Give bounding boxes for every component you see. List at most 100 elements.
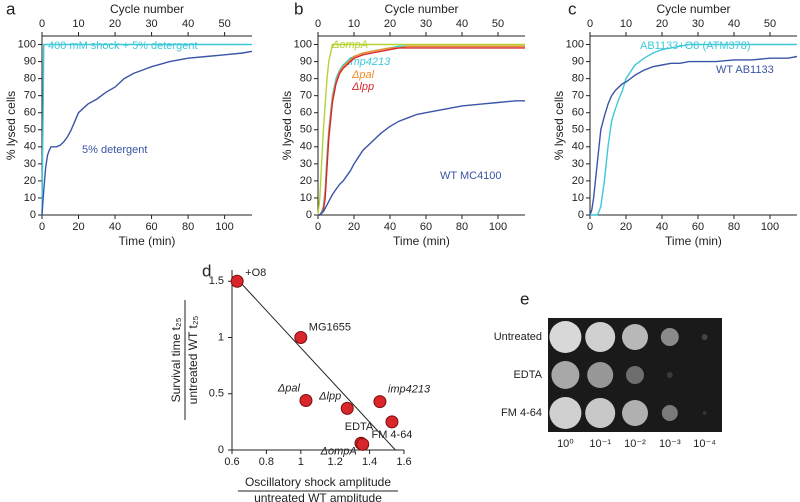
data-point	[373, 395, 387, 409]
x-axis-label: Time (min)	[665, 234, 722, 248]
point-label: Δpal	[277, 382, 301, 394]
y-tick-label: 60	[24, 107, 36, 119]
y-tick-label: 70	[300, 90, 312, 102]
colony-spot	[549, 321, 582, 353]
series-line	[589, 55, 798, 216]
panel-label: a	[6, 0, 16, 18]
y-tick-label: 50	[572, 124, 584, 136]
y-axis-label: % lysed cells	[4, 91, 18, 160]
colony-spot	[626, 366, 644, 384]
x2-tick-label: 40	[728, 18, 740, 30]
x2-tick-label: 0	[39, 18, 45, 30]
point-label: imp4213	[388, 384, 431, 396]
y-tick-label: 90	[572, 55, 584, 67]
series-label: ΔompA	[331, 39, 368, 51]
x-tick-label: 1.6	[396, 456, 411, 468]
x-tick-label: 60	[145, 221, 157, 233]
x2-tick-label: 30	[420, 18, 432, 30]
x2-axis-label: Cycle number	[110, 2, 184, 16]
series-line	[41, 43, 252, 216]
series-label: 5% detergent	[82, 144, 147, 156]
y-tick-label: 80	[24, 73, 36, 85]
colony-spot	[666, 372, 673, 378]
series-line	[317, 43, 525, 216]
x-tick-label: 0.6	[224, 456, 239, 468]
series-line	[590, 43, 797, 216]
x2-axis-label: Cycle number	[656, 2, 730, 16]
series-line	[318, 100, 525, 216]
y-tick-label: 1	[218, 331, 224, 343]
data-point	[294, 331, 308, 344]
colony-spot	[622, 400, 648, 426]
y-tick-label: 30	[24, 158, 36, 170]
y-axis-label: % lysed cells	[280, 91, 294, 160]
series-line	[41, 50, 253, 216]
x-tick-label: 0.8	[259, 456, 274, 468]
x-tick-label: 40	[109, 221, 121, 233]
x-axis-label: Time (min)	[119, 234, 176, 248]
x-tick-label: 60	[420, 221, 432, 233]
x2-tick-label: 20	[656, 18, 668, 30]
y-tick-label: 0	[218, 444, 224, 456]
x2-tick-label: 50	[218, 18, 230, 30]
x2-tick-label: 30	[692, 18, 704, 30]
colony-spot	[701, 334, 708, 340]
x2-tick-label: 50	[764, 18, 776, 30]
x2-axis-label: Cycle number	[384, 2, 458, 16]
column-label: 10⁰	[557, 438, 574, 450]
series-label: imp4213	[348, 56, 391, 68]
x-tick-label: 1.4	[362, 456, 377, 468]
panel-label: e	[520, 289, 529, 308]
colony-spot	[549, 397, 582, 429]
y-tick-label: 100	[18, 38, 36, 50]
point-label: MG1655	[309, 321, 351, 333]
x-tick-label: 80	[182, 221, 194, 233]
y-tick-label: 0	[578, 209, 584, 221]
x-tick-label: 20	[72, 221, 84, 233]
row-label: Untreated	[494, 331, 542, 343]
y-axis-label: Survival time t₂₅	[169, 317, 183, 402]
y-tick-label: 40	[24, 141, 36, 153]
y-tick-label: 0	[306, 209, 312, 221]
colony-spot	[585, 322, 616, 352]
y-tick-label: 40	[572, 141, 584, 153]
data-point	[385, 415, 399, 429]
x-tick-label: 100	[489, 221, 507, 233]
x-tick-label: 1.2	[328, 456, 343, 468]
point-label: Δlpp	[318, 390, 341, 402]
y-tick-label: 20	[572, 175, 584, 187]
x-tick-label: 80	[456, 221, 468, 233]
x2-tick-label: 0	[315, 18, 321, 30]
y-tick-label: 20	[300, 175, 312, 187]
x-tick-label: 20	[620, 221, 632, 233]
x2-tick-label: 50	[492, 18, 504, 30]
x2-tick-label: 10	[72, 18, 84, 30]
colony-spot	[660, 328, 679, 346]
colony-spot	[702, 411, 707, 415]
y-tick-label: 0	[30, 209, 36, 221]
data-point	[230, 274, 244, 288]
panel-label: c	[568, 0, 577, 18]
colony-spot	[551, 361, 580, 389]
x2-tick-label: 10	[620, 18, 632, 30]
x-tick-label: 0	[315, 221, 321, 233]
y-tick-label: 60	[300, 107, 312, 119]
column-label: 10⁻³	[659, 438, 681, 450]
y-tick-label: 100	[566, 38, 584, 50]
y-tick-label: 50	[24, 124, 36, 136]
x2-tick-label: 20	[384, 18, 396, 30]
y-tick-label: 0.5	[209, 388, 224, 400]
x2-tick-label: 20	[109, 18, 121, 30]
data-point	[340, 401, 354, 415]
y-axis-label-denominator: untreated WT t₂₅	[186, 316, 200, 405]
colony-spot	[585, 398, 616, 428]
x-axis-label-denominator: untreated WT amplitude	[254, 491, 382, 502]
x2-tick-label: 40	[456, 18, 468, 30]
panel-label: b	[294, 0, 303, 18]
y-tick-label: 80	[300, 73, 312, 85]
y-tick-label: 10	[300, 192, 312, 204]
series-line	[318, 45, 525, 216]
y-tick-label: 30	[572, 158, 584, 170]
x2-tick-label: 30	[145, 18, 157, 30]
